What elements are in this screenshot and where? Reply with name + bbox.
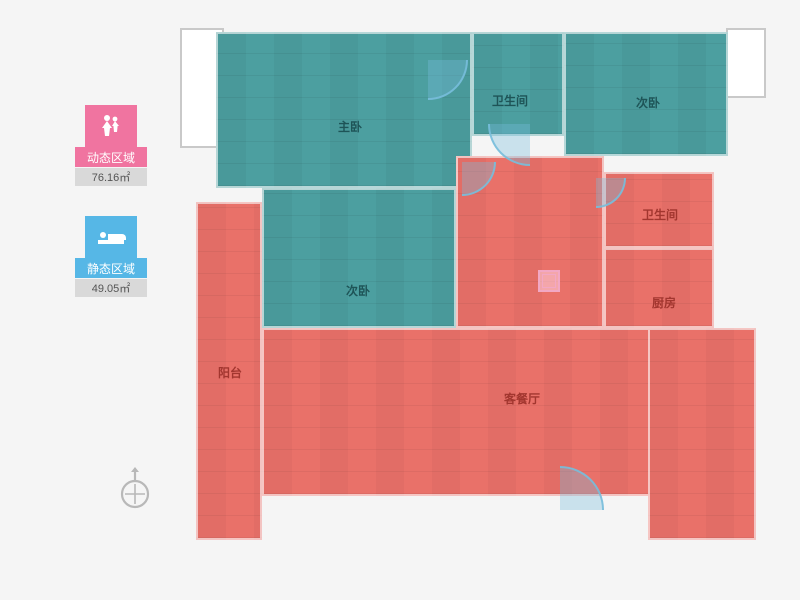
room-label: 次卧 — [636, 94, 660, 111]
room-living-ext — [648, 328, 756, 540]
compass-icon — [118, 466, 152, 510]
people-icon — [85, 105, 137, 147]
room-bedroom-2: 次卧 — [564, 32, 728, 156]
legend-static-value: 49.05㎡ — [75, 279, 147, 297]
room-label: 卫生间 — [492, 92, 528, 109]
legend: 动态区域 76.16㎡ 静态区域 49.05㎡ — [75, 105, 147, 327]
legend-dynamic: 动态区域 76.16㎡ — [75, 105, 147, 186]
sink-icon — [538, 270, 560, 292]
legend-static-label: 静态区域 — [75, 258, 147, 278]
floor-plan: 主卧卫生间次卧次卧卫生间厨房阳台客餐厅 — [196, 32, 756, 540]
room-label: 客餐厅 — [504, 390, 540, 407]
room-label: 阳台 — [218, 364, 242, 381]
room-bathroom-1: 卫生间 — [472, 32, 564, 136]
room-label: 厨房 — [652, 294, 676, 311]
room-balcony-label: 阳台 — [196, 202, 262, 540]
room-living-dining: 客餐厅 — [262, 328, 714, 496]
room-label: 卫生间 — [642, 206, 678, 223]
legend-static: 静态区域 49.05㎡ — [75, 216, 147, 297]
balcony-box — [726, 28, 766, 98]
room-label: 主卧 — [338, 118, 362, 135]
legend-dynamic-value: 76.16㎡ — [75, 168, 147, 186]
room-kitchen: 厨房 — [604, 248, 714, 328]
bed-icon — [85, 216, 137, 258]
room-label: 次卧 — [346, 282, 370, 299]
legend-dynamic-label: 动态区域 — [75, 147, 147, 167]
room-master-bedroom: 主卧 — [216, 32, 472, 188]
room-bedroom-3: 次卧 — [262, 188, 456, 328]
